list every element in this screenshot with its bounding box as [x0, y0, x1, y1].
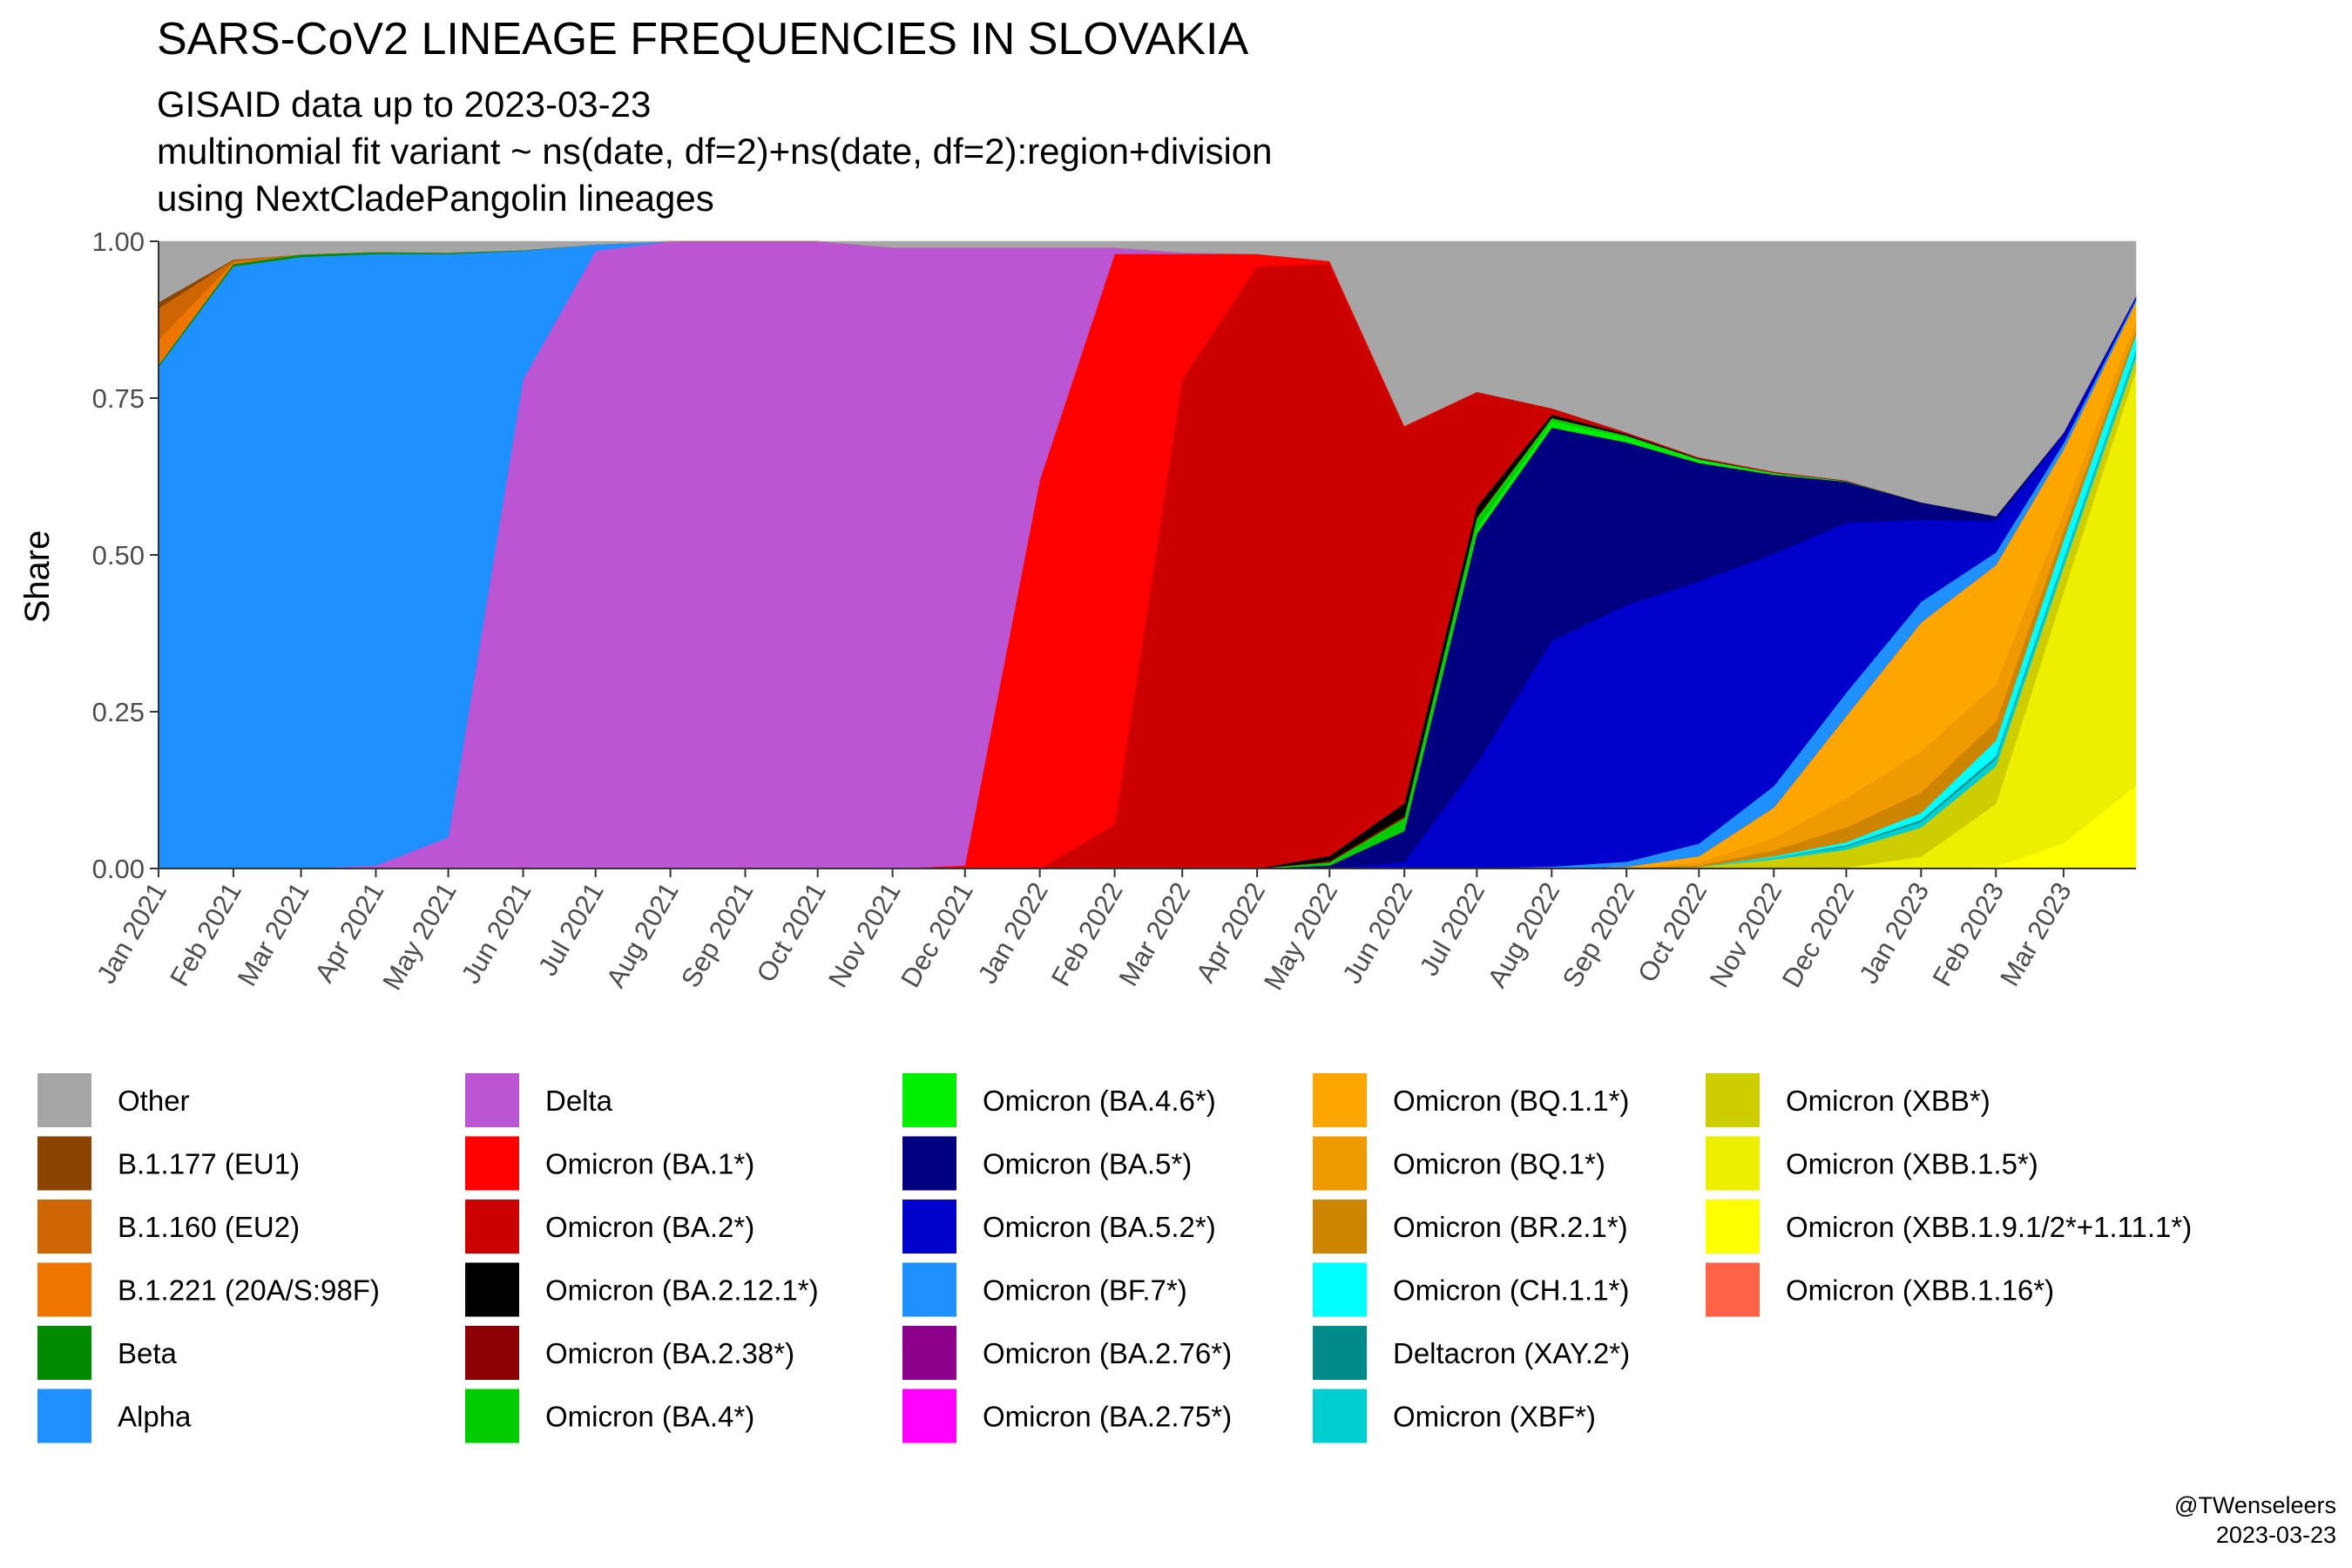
x-tick-label: Jul 2022: [1413, 877, 1490, 981]
caption-date: 2023-03-23: [2216, 1522, 2336, 1548]
legend-key: [37, 1262, 91, 1317]
legend-label: B.1.160 (EU2): [118, 1211, 300, 1243]
y-tick-label: 1.00: [92, 226, 145, 257]
legend-key: [1313, 1326, 1367, 1380]
stacked-area-plot: [158, 240, 2137, 869]
legend-label: Omicron (BA.1*): [545, 1148, 754, 1180]
x-tick-label: Sep 2022: [1557, 877, 1641, 992]
legend-key: [465, 1326, 519, 1380]
legend-key: [1706, 1136, 1760, 1191]
legend-key: [37, 1389, 91, 1443]
x-tick-label: Nov 2021: [822, 877, 907, 992]
legend-key: [1706, 1200, 1760, 1254]
legend-key: [1313, 1262, 1367, 1317]
legend-key: [465, 1136, 519, 1191]
legend-label: Omicron (BA.5.2*): [983, 1211, 1216, 1243]
legend-key: [902, 1389, 956, 1443]
legend-key: [37, 1136, 91, 1191]
legend-key: [902, 1326, 956, 1380]
legend-label: Omicron (BA.5*): [983, 1148, 1192, 1180]
legend-label: B.1.177 (EU1): [118, 1148, 300, 1180]
x-tick-label: Jul 2021: [532, 877, 610, 981]
legend-label: Alpha: [118, 1401, 192, 1433]
y-axis-label: Share: [18, 531, 57, 624]
x-tick-label: Jun 2021: [455, 877, 537, 989]
x-tick-label: Oct 2022: [1632, 877, 1713, 987]
x-tick-label: Sep 2021: [675, 877, 760, 992]
legend-key: [902, 1200, 956, 1254]
legend-label: Omicron (BA.4*): [545, 1401, 754, 1433]
x-tick-label: Oct 2021: [751, 877, 832, 987]
legend-label: Omicron (XBB.1.9.1/2*+1.11.1*): [1786, 1211, 2192, 1243]
x-tick-label: Aug 2021: [600, 877, 685, 992]
legend-key: [1313, 1136, 1367, 1191]
area-other: [158, 240, 2137, 517]
chart-title: SARS-CoV2 LINEAGE FREQUENCIES IN SLOVAKI…: [157, 14, 1248, 64]
legend-key: [1706, 1073, 1760, 1127]
y-tick-label: 0.75: [92, 383, 145, 414]
chart-subtitle-line-1: GISAID data up to 2023-03-23: [157, 84, 651, 125]
legend-label: Omicron (BA.2.75*): [983, 1401, 1232, 1433]
legend-key: [37, 1326, 91, 1380]
legend-label: B.1.221 (20A/S:98F): [118, 1274, 380, 1307]
legend-label: Other: [118, 1085, 190, 1117]
y-tick-label: 0.00: [92, 854, 145, 884]
x-tick-label: May 2022: [1258, 877, 1343, 995]
chart-subtitle-line-3: using NextCladePangolin lineages: [157, 178, 714, 219]
legend-label: Omicron (BR.2.1*): [1393, 1211, 1628, 1243]
legend-key: [465, 1200, 519, 1254]
legend-key: [1706, 1262, 1760, 1317]
legend-key: [37, 1073, 91, 1127]
y-tick-label: 0.50: [92, 540, 145, 571]
legend-label: Delta: [545, 1085, 613, 1117]
y-tick-label: 0.25: [92, 697, 145, 727]
legend: Other B.1.177 (EU1) B.1.160 (EU2) B.1.221 (…: [37, 1073, 2192, 1443]
chart-subtitle-line-2: multinomial fit variant ~ ns(date, df=2)…: [157, 131, 1273, 172]
legend-key: [902, 1262, 956, 1317]
x-tick-label: Jan 2023: [1853, 877, 1935, 989]
legend-label: Omicron (XBB*): [1786, 1085, 1990, 1117]
legend-key: [1313, 1073, 1367, 1127]
legend-key: [37, 1200, 91, 1254]
legend-label: Omicron (BA.2.76*): [983, 1337, 1232, 1369]
legend-label: Deltacron (XAY.2*): [1393, 1337, 1630, 1369]
legend-label: Beta: [118, 1337, 178, 1369]
x-tick-label: Dec 2022: [1776, 877, 1861, 992]
legend-label: Omicron (XBB.1.5*): [1786, 1148, 2038, 1180]
x-tick-label: Apr 2021: [308, 877, 389, 987]
legend-key: [902, 1136, 956, 1191]
legend-key: [465, 1262, 519, 1317]
legend-key: [465, 1073, 519, 1127]
x-tick-label: Jan 2022: [972, 877, 1054, 989]
x-tick-label: May 2021: [376, 877, 462, 995]
legend-label: Omicron (XBF*): [1393, 1401, 1596, 1433]
legend-label: Omicron (BA.2*): [545, 1211, 754, 1243]
legend-label: Omicron (BF.7*): [983, 1274, 1187, 1307]
x-tick-label: Nov 2022: [1704, 877, 1788, 992]
legend-label: Omicron (BA.2.38*): [545, 1337, 794, 1369]
legend-label: Omicron (BA.2.12.1*): [545, 1274, 819, 1307]
legend-key: [902, 1073, 956, 1127]
x-tick-label: Dec 2021: [895, 877, 979, 992]
legend-label: Omicron (BA.4.6*): [983, 1085, 1216, 1117]
legend-key: [465, 1389, 519, 1443]
x-tick-label: Apr 2022: [1190, 877, 1271, 987]
x-tick-label: Aug 2022: [1482, 877, 1566, 992]
legend-label: Omicron (CH.1.1*): [1393, 1274, 1629, 1307]
legend-label: Omicron (BQ.1.1*): [1393, 1085, 1629, 1117]
legend-key: [1313, 1200, 1367, 1254]
caption-handle: @TWenseleers: [2174, 1492, 2336, 1518]
x-tick-label: Jun 2022: [1336, 877, 1418, 989]
legend-key: [1313, 1389, 1367, 1443]
x-tick-label: Jan 2021: [91, 877, 172, 989]
legend-label: Omicron (XBB.1.16*): [1786, 1274, 2054, 1307]
legend-label: Omicron (BQ.1*): [1393, 1148, 1605, 1180]
